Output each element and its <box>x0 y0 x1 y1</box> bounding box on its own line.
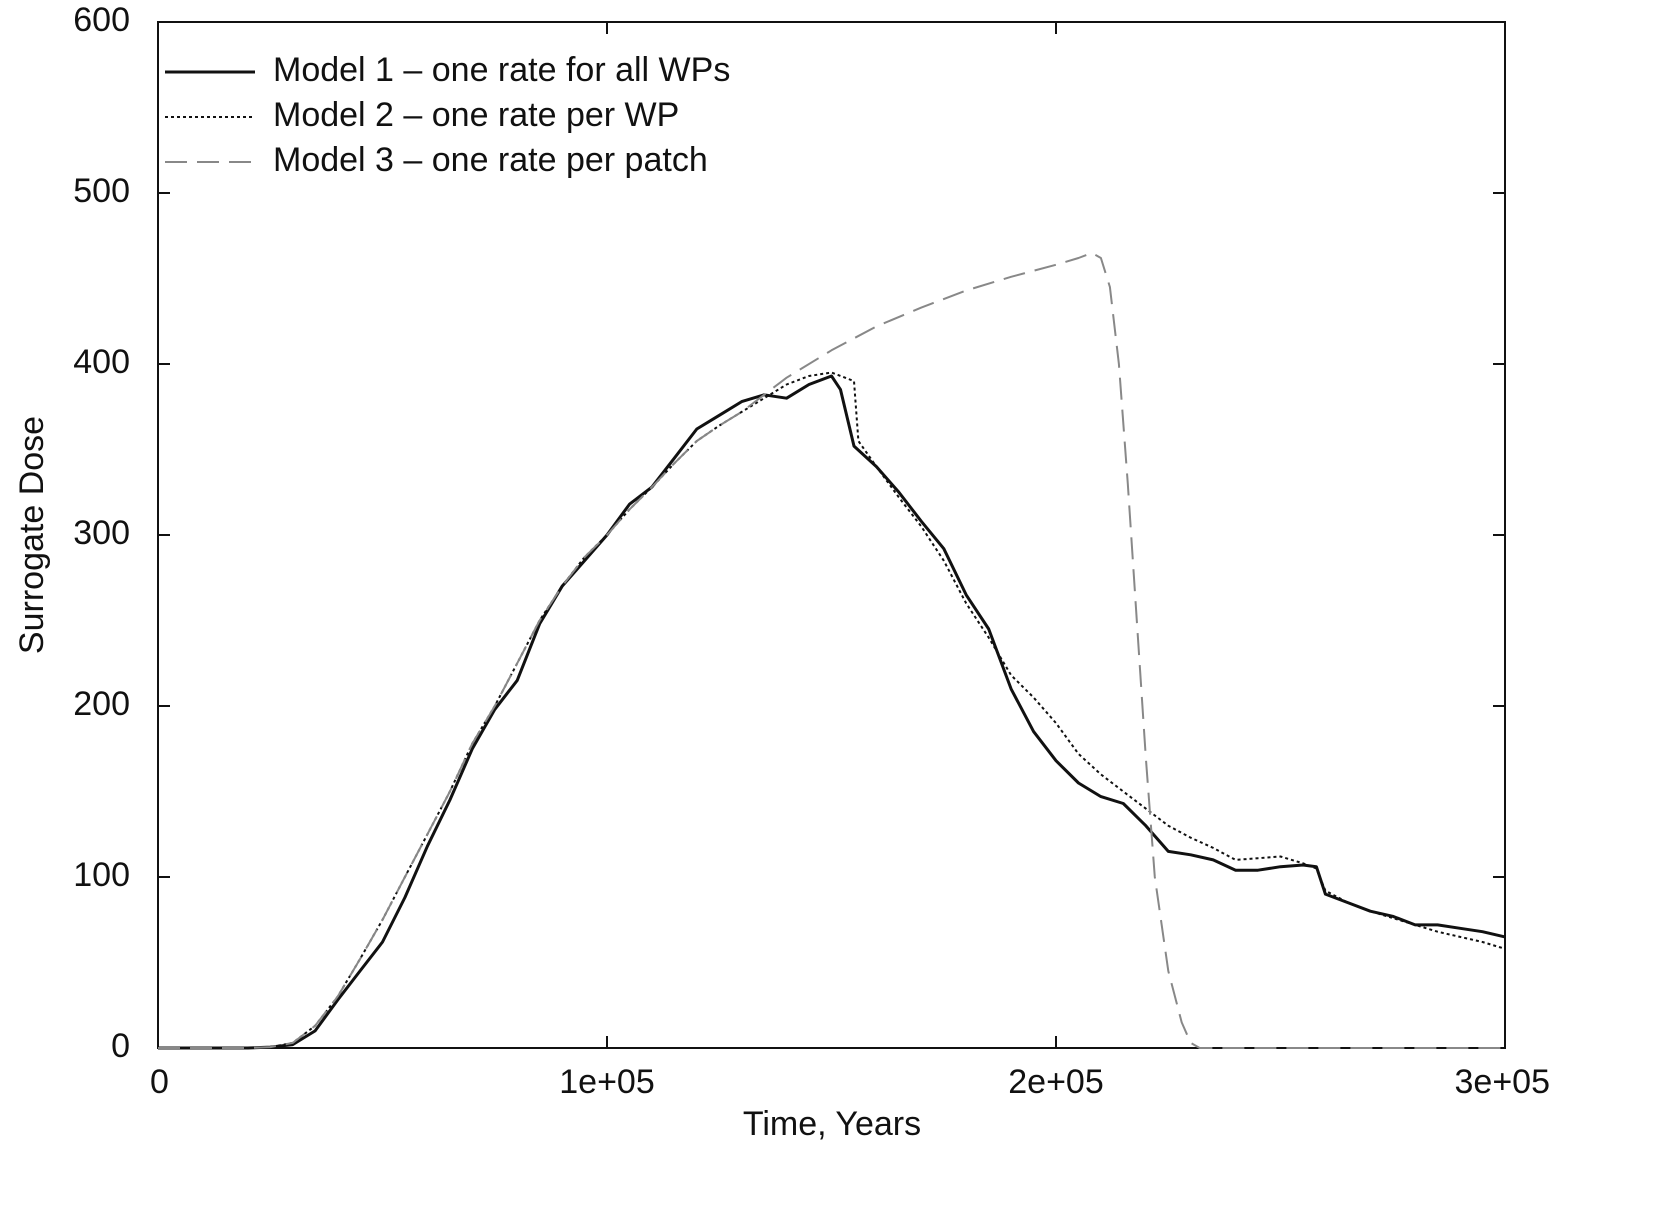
y-axis-label: Surrogate Dose <box>13 416 51 654</box>
x-tick-label: 1e+05 <box>559 1063 655 1101</box>
legend-label: Model 2 – one rate per WP <box>273 96 679 134</box>
y-tick-label: 400 <box>73 343 130 381</box>
legend-label: Model 1 – one rate for all WPs <box>273 51 730 89</box>
x-axis-label: Time, Years <box>743 1105 921 1143</box>
x-tick-label: 2e+05 <box>1008 1063 1104 1101</box>
y-tick-label: 0 <box>111 1027 130 1065</box>
x-tick-label: 3e+05 <box>1455 1063 1551 1101</box>
y-tick-label: 500 <box>73 172 130 210</box>
series-line <box>158 371 1506 1049</box>
legend-label: Model 3 – one rate per patch <box>273 141 708 179</box>
y-tick-label: 100 <box>73 856 130 894</box>
series-line <box>158 251 1505 1049</box>
y-tick-label: 200 <box>73 685 130 723</box>
series-line <box>158 374 1506 1050</box>
y-tick-label: 300 <box>73 514 130 552</box>
y-tick-label: 600 <box>73 1 130 39</box>
x-tick-label: 0 <box>150 1063 169 1101</box>
